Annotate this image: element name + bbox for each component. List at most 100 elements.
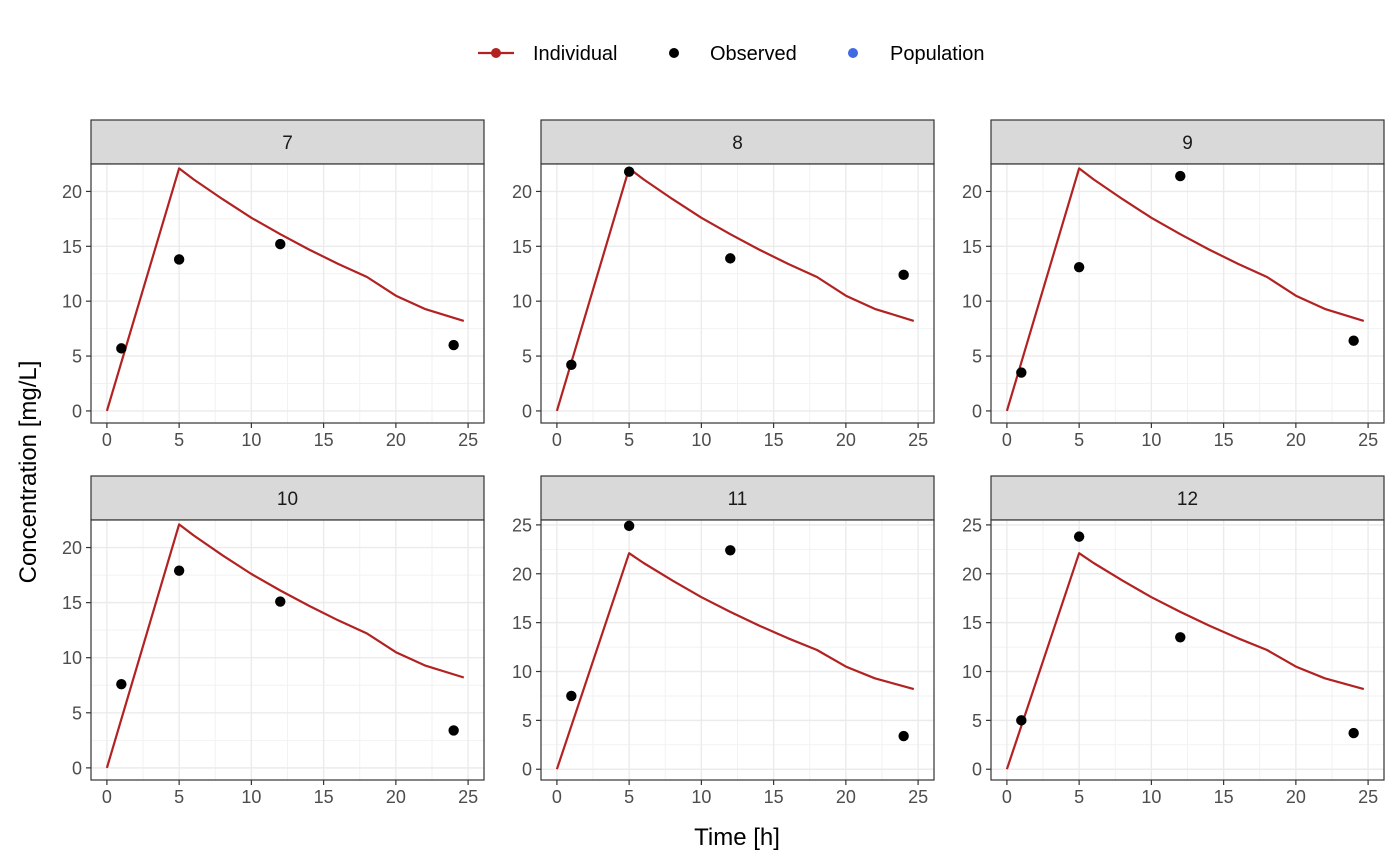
observed-point <box>1073 531 1085 542</box>
observed-point <box>1073 261 1085 273</box>
x-tick-label: 5 <box>174 430 184 450</box>
y-tick-label: 0 <box>522 760 532 780</box>
y-tick-label: 0 <box>72 758 82 778</box>
x-tick-label: 20 <box>1286 787 1306 807</box>
panel-border <box>540 519 935 781</box>
y-tick-label: 15 <box>62 237 82 257</box>
panel-11: 11 0 5 10 15 20 25 0 5 10 15 20 25 <box>512 475 935 807</box>
x-tick-label: 25 <box>908 430 928 450</box>
x-tick-label: 15 <box>1214 430 1234 450</box>
panel-8: 8 0 5 10 15 20 0 5 10 15 20 25 <box>512 119 935 450</box>
legend-population-label: Population <box>890 43 985 65</box>
legend-individual-label: Individual <box>533 43 618 65</box>
legend-observed-point <box>669 48 679 58</box>
y-tick-label: 20 <box>512 564 532 584</box>
observed-point <box>725 253 736 264</box>
panel-strip-label: 12 <box>1177 489 1198 510</box>
x-tick-label: 0 <box>1002 430 1012 450</box>
panels: 7 0 5 10 15 20 0 5 10 15 20 25 8 0 5 10 15 20 0 5 10 15 20 25 9 0… <box>62 119 1385 807</box>
y-tick-label: 20 <box>962 564 982 584</box>
x-tick-label: 20 <box>836 787 856 807</box>
individual-line <box>105 167 465 412</box>
x-tick-label: 15 <box>314 787 334 807</box>
y-tick-label: 20 <box>62 182 82 202</box>
panel-9: 9 0 5 10 15 20 0 5 10 15 20 25 <box>962 119 1385 450</box>
panel-strip <box>540 475 935 521</box>
x-tick-label: 10 <box>1141 787 1161 807</box>
y-tick-label: 5 <box>522 347 532 367</box>
x-tick-label: 10 <box>241 787 261 807</box>
individual-line <box>1005 167 1365 412</box>
observed-point <box>116 678 127 690</box>
y-tick-label: 5 <box>72 703 82 723</box>
y-tick-label: 0 <box>972 760 982 780</box>
panel-border <box>90 163 485 424</box>
y-tick-label: 10 <box>512 292 532 312</box>
x-tick-label: 10 <box>691 430 711 450</box>
x-tick-label: 15 <box>314 430 334 450</box>
panel-border <box>540 163 935 424</box>
y-tick-label: 5 <box>972 711 982 731</box>
observed-point <box>1348 335 1359 346</box>
x-tick-label: 20 <box>836 430 856 450</box>
y-tick-label: 10 <box>62 292 82 312</box>
grid <box>991 164 1384 423</box>
y-tick-label: 10 <box>962 662 982 682</box>
grid <box>541 520 934 780</box>
panel-border <box>990 163 1385 424</box>
legend-item-population: Population <box>848 43 985 65</box>
legend-item-observed: Observed <box>669 43 797 65</box>
y-tick-label: 25 <box>962 515 982 535</box>
x-tick-label: 0 <box>552 787 562 807</box>
legend-individual-point <box>491 48 501 58</box>
grid <box>991 520 1384 780</box>
individual-line <box>555 167 915 412</box>
observed-point <box>623 166 635 177</box>
y-tick-label: 15 <box>962 613 982 633</box>
observed-point <box>725 545 736 556</box>
observed-point <box>898 730 909 742</box>
observed-point <box>1175 170 1186 182</box>
x-tick-label: 10 <box>691 787 711 807</box>
observed-point <box>898 269 909 281</box>
observed-point <box>1175 632 1186 643</box>
y-tick-label: 10 <box>962 292 982 312</box>
panel-border <box>990 519 1385 781</box>
x-tick-label: 5 <box>624 430 634 450</box>
x-tick-label: 25 <box>458 787 478 807</box>
y-tick-label: 5 <box>72 347 82 367</box>
x-tick-label: 25 <box>1358 430 1378 450</box>
x-tick-label: 20 <box>1286 430 1306 450</box>
x-tick-label: 0 <box>552 430 562 450</box>
panel-12: 12 0 5 10 15 20 25 0 5 10 15 20 25 <box>962 475 1385 807</box>
y-tick-label: 5 <box>522 711 532 731</box>
y-tick-label: 15 <box>512 237 532 257</box>
grid <box>91 164 484 423</box>
x-tick-label: 15 <box>764 430 784 450</box>
observed-point <box>275 596 286 607</box>
x-tick-label: 5 <box>174 787 184 807</box>
observed-point <box>566 690 577 702</box>
y-tick-label: 20 <box>62 538 82 558</box>
individual-line <box>555 552 915 770</box>
observed-point <box>173 565 185 576</box>
x-tick-label: 25 <box>458 430 478 450</box>
y-tick-label: 15 <box>512 613 532 633</box>
y-tick-label: 10 <box>62 648 82 668</box>
x-tick-label: 25 <box>1358 787 1378 807</box>
x-tick-label: 5 <box>624 787 634 807</box>
x-tick-label: 5 <box>1074 430 1084 450</box>
legend-population-point <box>848 48 858 58</box>
x-tick-label: 15 <box>1214 787 1234 807</box>
panel-strip-label: 9 <box>1182 133 1193 154</box>
x-tick-label: 25 <box>908 787 928 807</box>
x-tick-label: 0 <box>102 430 112 450</box>
y-tick-label: 20 <box>962 182 982 202</box>
panel-strip <box>990 475 1385 521</box>
x-axis-title: Time [h] <box>694 824 780 851</box>
y-tick-label: 25 <box>512 515 532 535</box>
observed-point <box>566 359 577 371</box>
y-axis-title: Concentration [mg/L] <box>15 361 42 584</box>
x-tick-label: 5 <box>1074 787 1084 807</box>
